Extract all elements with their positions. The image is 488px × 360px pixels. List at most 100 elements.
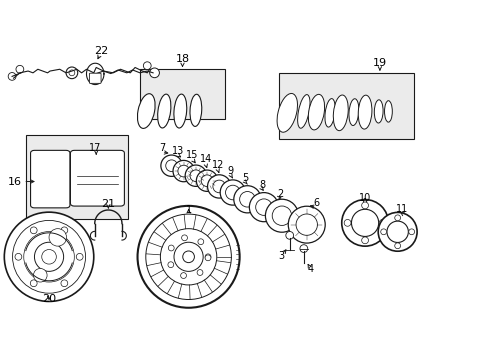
Ellipse shape (198, 239, 203, 245)
Ellipse shape (174, 94, 186, 128)
Text: 7: 7 (159, 143, 164, 153)
Ellipse shape (196, 170, 217, 192)
Ellipse shape (174, 242, 203, 271)
FancyBboxPatch shape (70, 150, 124, 206)
Ellipse shape (167, 262, 173, 267)
Ellipse shape (338, 111, 343, 115)
Ellipse shape (4, 212, 94, 301)
Ellipse shape (197, 270, 203, 275)
Text: 18: 18 (175, 54, 189, 64)
Ellipse shape (41, 249, 56, 264)
Ellipse shape (277, 94, 297, 132)
Bar (140, 69, 224, 119)
Text: 12: 12 (211, 160, 224, 170)
Ellipse shape (30, 280, 37, 287)
Ellipse shape (204, 254, 210, 260)
Ellipse shape (30, 227, 37, 234)
Ellipse shape (201, 175, 212, 186)
Ellipse shape (181, 235, 187, 241)
Ellipse shape (287, 206, 325, 243)
Text: 16: 16 (8, 176, 22, 186)
Ellipse shape (212, 180, 225, 193)
Text: 1: 1 (185, 205, 191, 215)
Ellipse shape (233, 186, 261, 213)
Ellipse shape (157, 94, 170, 128)
Text: 22: 22 (94, 46, 108, 56)
Ellipse shape (207, 175, 230, 198)
Ellipse shape (394, 243, 400, 249)
Ellipse shape (362, 110, 367, 114)
Text: 11: 11 (396, 204, 408, 214)
Text: 9: 9 (227, 166, 233, 176)
Ellipse shape (385, 109, 390, 114)
Ellipse shape (380, 229, 386, 235)
Ellipse shape (61, 227, 68, 234)
Ellipse shape (178, 165, 189, 177)
Ellipse shape (50, 189, 60, 199)
Text: 14: 14 (199, 154, 211, 164)
Ellipse shape (137, 94, 155, 129)
Ellipse shape (325, 99, 334, 127)
Ellipse shape (85, 187, 97, 198)
FancyBboxPatch shape (89, 73, 101, 84)
Ellipse shape (61, 280, 68, 287)
Ellipse shape (220, 180, 245, 205)
Text: 4: 4 (307, 264, 313, 274)
Ellipse shape (38, 157, 52, 171)
Text: 6: 6 (313, 198, 319, 208)
Ellipse shape (348, 99, 358, 126)
Text: 5: 5 (242, 173, 248, 183)
Ellipse shape (358, 95, 371, 129)
Ellipse shape (149, 68, 159, 78)
Ellipse shape (66, 67, 78, 78)
Ellipse shape (313, 110, 318, 114)
Ellipse shape (183, 251, 194, 263)
Ellipse shape (297, 95, 309, 128)
Ellipse shape (285, 111, 289, 115)
Ellipse shape (295, 214, 317, 235)
Ellipse shape (190, 170, 201, 181)
Ellipse shape (190, 94, 202, 126)
Ellipse shape (373, 100, 382, 123)
Ellipse shape (333, 95, 347, 131)
Ellipse shape (76, 253, 83, 260)
Text: 17: 17 (88, 143, 101, 153)
Ellipse shape (341, 199, 387, 246)
Ellipse shape (394, 215, 400, 221)
Ellipse shape (180, 273, 186, 279)
Ellipse shape (92, 174, 105, 186)
Ellipse shape (386, 221, 407, 243)
Text: 10: 10 (358, 193, 370, 203)
Ellipse shape (255, 199, 272, 215)
Ellipse shape (351, 209, 378, 237)
Ellipse shape (145, 214, 231, 300)
Ellipse shape (160, 229, 216, 285)
Ellipse shape (161, 155, 182, 176)
Text: 3: 3 (277, 251, 284, 261)
Ellipse shape (137, 206, 239, 308)
Text: 15: 15 (186, 150, 198, 160)
Ellipse shape (193, 107, 199, 113)
Ellipse shape (361, 237, 368, 244)
Ellipse shape (173, 161, 194, 182)
Ellipse shape (165, 160, 177, 171)
Ellipse shape (143, 108, 149, 114)
Ellipse shape (249, 193, 278, 222)
Ellipse shape (33, 269, 47, 282)
Text: 20: 20 (42, 294, 56, 304)
Text: 13: 13 (171, 146, 183, 156)
Ellipse shape (285, 231, 293, 239)
Ellipse shape (378, 220, 385, 226)
Text: 8: 8 (259, 180, 265, 190)
Ellipse shape (377, 212, 416, 251)
Ellipse shape (15, 253, 22, 260)
Bar (26, 135, 127, 219)
Ellipse shape (225, 185, 240, 200)
Ellipse shape (49, 229, 66, 246)
Ellipse shape (308, 94, 324, 130)
FancyBboxPatch shape (30, 150, 70, 208)
Ellipse shape (185, 165, 206, 186)
Ellipse shape (361, 202, 368, 209)
Ellipse shape (344, 220, 350, 226)
Ellipse shape (80, 159, 96, 174)
